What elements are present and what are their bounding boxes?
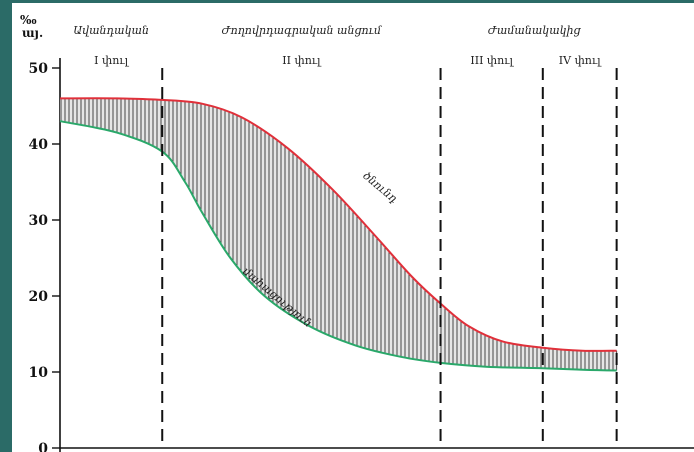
y-tick-label: 50: [29, 61, 49, 77]
y-tick-label: 20: [29, 289, 49, 305]
y-unit-label-line2: այ.: [22, 26, 43, 40]
stage-label: Ժողովրդագրական անցում: [222, 24, 382, 37]
y-tick-label: 0: [38, 441, 48, 452]
stage-label: Ժամանակակից: [488, 24, 582, 37]
left-accent-bar: [0, 0, 12, 452]
y-tick-label: 30: [29, 213, 49, 229]
birth-rate-label: ծնունդ: [360, 169, 400, 205]
gap-area: [60, 98, 618, 371]
y-tick-label: 10: [29, 365, 49, 381]
axes: 0 10 20 30 40 50: [29, 58, 694, 452]
curves: [59, 97, 617, 372]
phase-label: I փուլ: [94, 54, 130, 67]
phase-label: IV փուլ: [559, 54, 602, 67]
death-rate-line: [59, 120, 617, 372]
y-tick-label: 40: [29, 137, 49, 153]
phase-label: II փուլ: [282, 54, 322, 67]
phase-boundaries: [161, 68, 618, 448]
phase-label: III փուլ: [470, 54, 514, 67]
top-accent-bar: [0, 0, 694, 3]
y-unit-label-line1: ‰: [20, 13, 37, 27]
birth-rate-line: [59, 97, 617, 352]
stage-label: Ավանդական: [73, 24, 149, 37]
gap-area-hatch: [60, 98, 617, 371]
